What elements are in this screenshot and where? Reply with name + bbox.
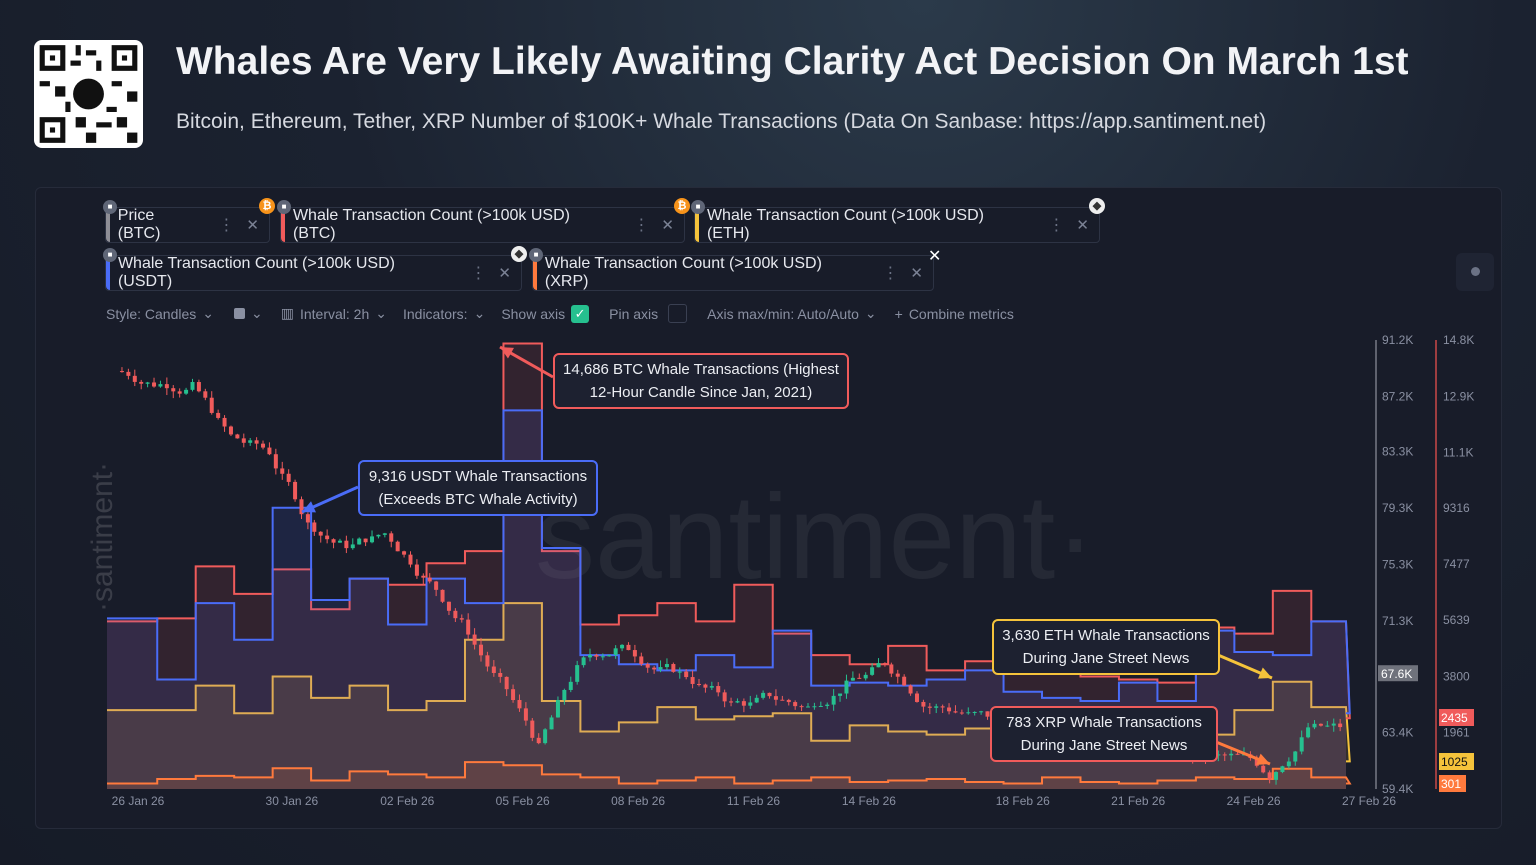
metric-tab-whale-usdt[interactable]: Whale Transaction Count (>100k USD) (USD… bbox=[105, 255, 522, 291]
chevron-down-icon: ⌄ bbox=[473, 305, 486, 321]
pin-axis-checkbox[interactable] bbox=[668, 304, 688, 323]
lock-icon: ■ bbox=[691, 200, 705, 214]
annotation-eth: 3,630 ETH Whale Transactions During Jane… bbox=[992, 619, 1220, 675]
chevron-down-icon: ⌄ bbox=[375, 305, 387, 321]
indicators-dropdown[interactable]: Indicators: bbox=[402, 305, 468, 322]
interval-icon: ▥ bbox=[280, 305, 294, 321]
close-all-icon[interactable]: ✕ bbox=[928, 248, 942, 265]
metric-label: Price (BTC) bbox=[117, 207, 161, 242]
annotation-btc: 14,686 BTC Whale Transactions (Highest 1… bbox=[553, 353, 849, 409]
metric-tab-whale-xrp[interactable]: Whale Transaction Count (>100k USD) (XRP… bbox=[532, 255, 934, 291]
metric-label: Whale Transaction Count (>100k USD) (ETH… bbox=[706, 207, 984, 242]
lock-icon: ■ bbox=[529, 248, 543, 262]
settings-button[interactable] bbox=[1456, 253, 1494, 291]
close-icon[interactable]: ✕ bbox=[498, 265, 511, 282]
close-icon[interactable]: ✕ bbox=[910, 265, 923, 282]
metric-label: Whale Transaction Count (>100k USD) (BTC… bbox=[292, 207, 570, 242]
more-icon[interactable]: ⋮ bbox=[470, 265, 487, 282]
metric-color-bar bbox=[695, 208, 699, 242]
santiment-watermark: santiment· bbox=[535, 470, 1096, 604]
page-subtitle: Bitcoin, Ethereum, Tether, XRP Number of… bbox=[176, 110, 1267, 133]
metric-label: Whale Transaction Count (>100k USD) (XRP… bbox=[544, 255, 822, 290]
annotation-xrp: 783 XRP Whale Transactions During Jane S… bbox=[990, 706, 1218, 762]
chevron-down-icon: ⌄ bbox=[251, 305, 263, 321]
ethereum-icon: ◆ bbox=[511, 246, 527, 262]
close-icon[interactable]: ✕ bbox=[661, 217, 674, 234]
bitcoin-icon: ₿ bbox=[259, 198, 275, 214]
lock-icon: ■ bbox=[277, 200, 291, 214]
bitcoin-icon: ₿ bbox=[674, 198, 690, 214]
lock-icon: ■ bbox=[103, 248, 117, 262]
metric-tab-whale-eth[interactable]: Whale Transaction Count (>100k USD) (ETH… bbox=[694, 207, 1100, 243]
dot-icon bbox=[1470, 267, 1480, 276]
chevron-down-icon: ⌄ bbox=[864, 305, 877, 321]
more-icon[interactable]: ⋮ bbox=[633, 217, 650, 234]
metric-color-bar bbox=[106, 208, 110, 242]
metric-color-bar bbox=[533, 256, 537, 290]
metric-label: Whale Transaction Count (>100k USD) (USD… bbox=[117, 255, 395, 290]
page-title: Whales Are Very Likely Awaiting Clarity … bbox=[176, 40, 1409, 83]
combine-metrics-button[interactable]: Combine metrics bbox=[908, 305, 1014, 322]
color-swatch[interactable] bbox=[234, 308, 246, 319]
more-icon[interactable]: ⋮ bbox=[1048, 217, 1065, 234]
axis-minmax-dropdown[interactable]: Axis max/min: Auto/Auto bbox=[707, 305, 859, 322]
annotation-usdt: 9,316 USDT Whale Transactions (Exceeds B… bbox=[358, 460, 598, 516]
more-icon[interactable]: ⋮ bbox=[882, 265, 899, 282]
show-axis-checkbox[interactable]: ✓ bbox=[571, 304, 590, 323]
show-axis-label: Show axis bbox=[501, 305, 566, 322]
interval-dropdown[interactable]: Interval: 2h bbox=[299, 305, 370, 322]
vertical-watermark: ·santiment· bbox=[86, 461, 120, 613]
more-icon[interactable]: ⋮ bbox=[218, 217, 235, 234]
close-icon[interactable]: ✕ bbox=[246, 217, 259, 234]
ethereum-icon: ◆ bbox=[1089, 198, 1105, 214]
plus-icon: + bbox=[894, 305, 903, 322]
metric-tab-whale-btc[interactable]: Whale Transaction Count (>100k USD) (BTC… bbox=[280, 207, 685, 243]
lock-icon: ■ bbox=[103, 200, 117, 214]
metric-color-bar bbox=[281, 208, 285, 242]
chevron-down-icon: ⌄ bbox=[202, 305, 215, 321]
qr-code bbox=[34, 40, 143, 148]
style-dropdown[interactable]: Style: Candles bbox=[106, 305, 197, 322]
metric-color-bar bbox=[106, 256, 110, 290]
metric-tab-price-btc[interactable]: Price (BTC) ⋮ ✕ bbox=[105, 207, 270, 243]
close-icon[interactable]: ✕ bbox=[1076, 217, 1089, 234]
chart-toolbar: Style: Candles ⌄ ⌄ ▥ Interval: 2h ⌄ Indicat… bbox=[106, 304, 1020, 323]
pin-axis-label: Pin axis bbox=[609, 305, 659, 322]
